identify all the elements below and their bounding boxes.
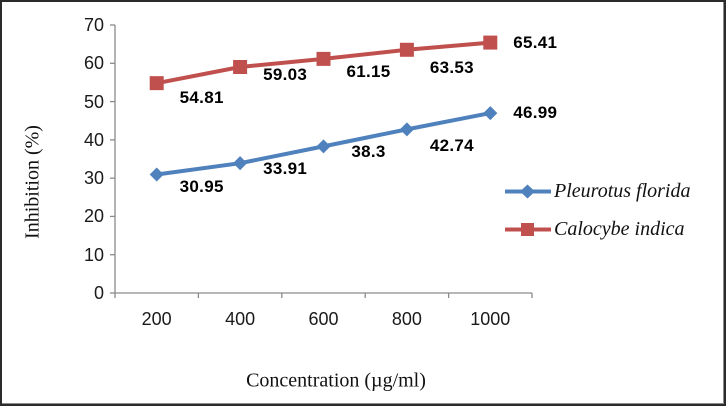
data-label: 54.81 bbox=[179, 88, 224, 108]
x-tick-label: 1000 bbox=[470, 309, 511, 329]
data-label: 63.53 bbox=[429, 57, 474, 77]
data-label: 46.99 bbox=[513, 103, 558, 123]
series-1-marker bbox=[149, 76, 164, 91]
x-tick-label: 400 bbox=[225, 309, 256, 329]
y-tick-label: 30 bbox=[83, 168, 104, 189]
data-label: 65.41 bbox=[513, 32, 558, 52]
data-label: 59.03 bbox=[263, 64, 308, 84]
series-1-marker bbox=[316, 51, 331, 66]
series-0-marker bbox=[233, 156, 248, 171]
data-label: 30.95 bbox=[179, 176, 224, 196]
y-tick-label: 40 bbox=[83, 129, 104, 150]
data-label: 61.15 bbox=[346, 61, 391, 81]
series-0-marker bbox=[149, 167, 164, 182]
legend-item: Pleurotus florida bbox=[504, 172, 690, 210]
y-tick-label: 0 bbox=[93, 283, 104, 303]
x-tick-label: 600 bbox=[308, 309, 339, 329]
y-tick-label: 50 bbox=[83, 91, 104, 112]
x-tick-label: 200 bbox=[141, 309, 172, 329]
legend-key-diamond-icon bbox=[505, 184, 551, 198]
data-label: 42.74 bbox=[429, 136, 474, 156]
y-tick-label: 10 bbox=[83, 244, 104, 265]
series-0-marker bbox=[483, 106, 498, 121]
legend-label: Calocybe indica bbox=[554, 217, 685, 240]
y-tick-label: 20 bbox=[83, 206, 104, 227]
series-0-marker bbox=[316, 139, 331, 154]
series-1-marker bbox=[483, 35, 498, 50]
legend: Pleurotus florida Calocybe indica bbox=[504, 172, 690, 248]
legend-item: Calocybe indica bbox=[504, 210, 690, 248]
series-1-marker bbox=[399, 42, 414, 57]
x-tick-label: 800 bbox=[391, 309, 422, 329]
y-tick-label: 60 bbox=[83, 53, 104, 74]
y-tick-label: 70 bbox=[83, 15, 104, 35]
legend-key-square-icon bbox=[505, 222, 551, 236]
data-label: 38.3 bbox=[351, 142, 386, 162]
data-label: 33.91 bbox=[263, 159, 308, 179]
x-axis-title: Concentration (µg/ml) bbox=[246, 369, 426, 392]
series-0-marker bbox=[399, 122, 414, 137]
series-1-marker bbox=[233, 59, 248, 74]
legend-label: Pleurotus florida bbox=[554, 179, 691, 202]
y-axis-title: Inhibition (%) bbox=[21, 125, 44, 239]
